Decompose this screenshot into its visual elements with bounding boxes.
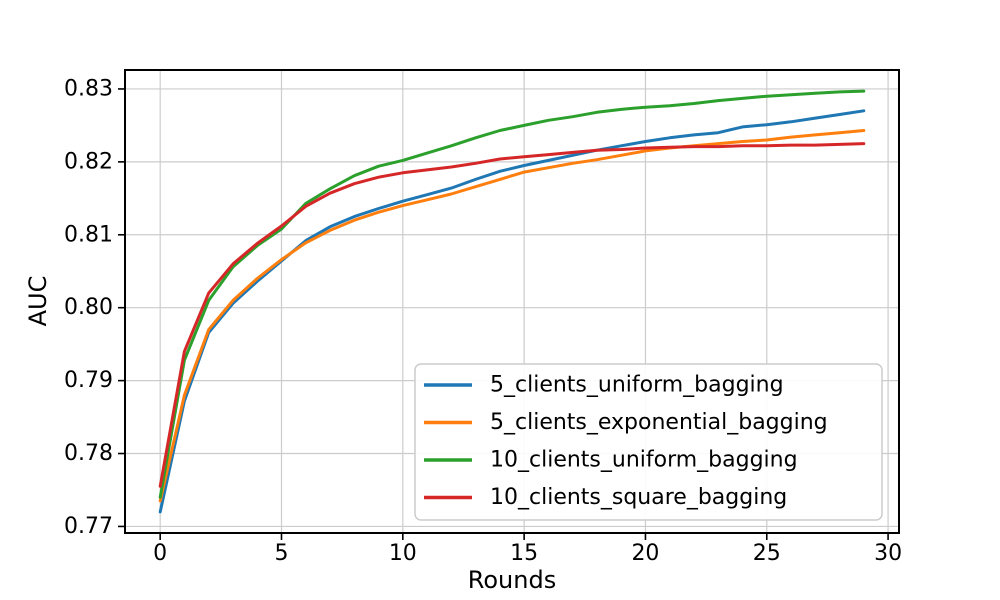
legend-label: 10_clients_uniform_bagging [490, 448, 798, 473]
y-tick-label: 0.81 [64, 222, 113, 247]
legend-item-10_clients_square_bagging: 10_clients_square_bagging [424, 485, 787, 510]
legend-label: 10_clients_square_bagging [490, 485, 787, 510]
x-tick-label: 30 [874, 541, 902, 566]
x-tick-label: 15 [510, 541, 538, 566]
axes-spines [124, 69, 900, 534]
series-line-10_clients_uniform_bagging [158, 89, 866, 499]
legend-item-5_clients_exponential_bagging: 5_clients_exponential_bagging [424, 410, 828, 435]
legend-box [414, 363, 883, 521]
tick-labels: 0 5 10 15 20 25 30 0.77 0.78 0.79 0.80 0.81 0.82 0.83 [64, 76, 902, 566]
legend-item-10_clients_uniform_bagging: 10_clients_uniform_bagging [424, 448, 798, 473]
series-line-10_clients_square_bagging [158, 142, 866, 488]
x-tick-label: 20 [631, 541, 659, 566]
x-axis-label: Rounds [467, 566, 557, 594]
y-tick-label: 0.83 [64, 76, 113, 101]
legend-label: 5_clients_exponential_bagging [490, 410, 828, 435]
x-tick-label: 10 [389, 541, 417, 566]
legend: 5_clients_uniform_bagging 5_clients_expon… [414, 363, 883, 521]
legend-item-5_clients_uniform_bagging: 5_clients_uniform_bagging [424, 373, 784, 398]
y-tick-label: 0.79 [64, 368, 113, 393]
legend-label: 5_clients_uniform_bagging [490, 373, 784, 398]
x-tick-label: 0 [153, 541, 167, 566]
series-lines [158, 89, 866, 514]
x-tick-label: 25 [753, 541, 781, 566]
x-tick-label: 5 [274, 541, 288, 566]
y-axis-label: AUC [24, 275, 52, 327]
y-tick-label: 0.82 [64, 149, 113, 174]
y-tick-label: 0.78 [64, 441, 113, 466]
series-line-5_clients_exponential_bagging [158, 129, 866, 503]
ticks [118, 88, 889, 540]
y-tick-label: 0.80 [64, 295, 113, 320]
y-tick-label: 0.77 [64, 514, 113, 539]
